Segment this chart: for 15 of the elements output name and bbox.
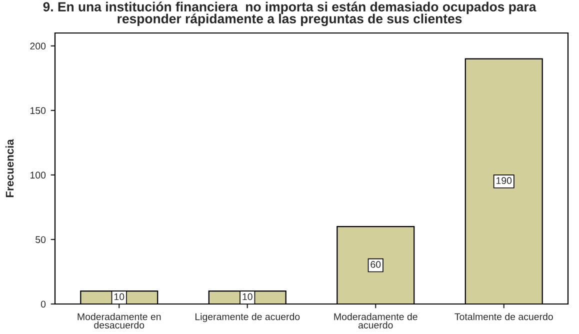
y-tick-label: 0 [40,300,46,308]
chart-title: 9. En una institución financiera no importa si están demasiado ocupados para responder rápidamente a las preguntas de sus clientes [43,2,536,26]
x-tick-label: Ligeramente de acuerdo [195,313,300,322]
y-tick-label: 50 [36,236,46,244]
x-tick-label: Moderadamente de acuerdo [334,313,418,329]
y-tick-label: 150 [30,107,46,114]
data-label: 60 [370,261,381,268]
data-label: 190 [496,177,512,184]
y-axis-title: Frecuencia [6,139,14,198]
y-tick-label: 200 [30,42,46,50]
x-tick-label: Totalmente de acuerdo [454,313,553,320]
y-tick-label: 100 [30,172,46,179]
data-label: 10 [242,293,252,300]
x-tick-label: Moderadamente en desacuerdo [78,313,161,329]
data-label: 10 [114,293,124,300]
